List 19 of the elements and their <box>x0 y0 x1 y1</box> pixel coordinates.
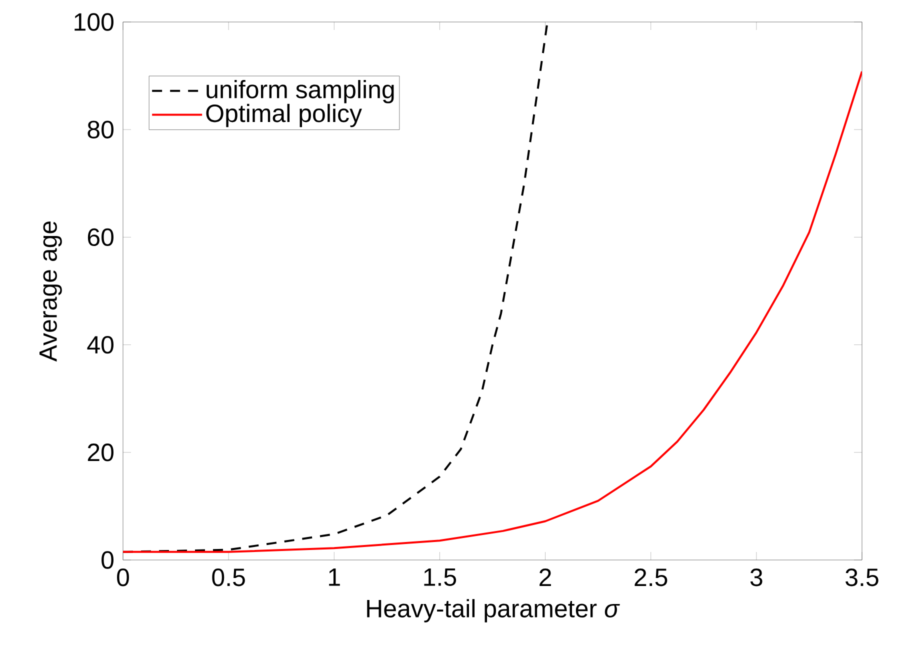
x-tick-label: 2 <box>540 568 551 586</box>
y-tick-label: 100 <box>74 13 114 31</box>
legend-label: uniform sampling <box>206 80 394 104</box>
x-tick-label: 3.5 <box>846 568 878 586</box>
x-tick-label: 2.5 <box>634 568 668 586</box>
y-tick-label: 60 <box>88 228 114 246</box>
legend-label: Optimal policy <box>206 104 362 128</box>
x-tick-label: 1 <box>329 568 340 586</box>
y-tick-label: 40 <box>87 336 114 354</box>
x-tick-label: 1.5 <box>424 568 456 586</box>
x-tick-label: 3 <box>750 568 762 586</box>
x-axis-title: Heavy-tail parameter σ <box>367 599 620 622</box>
x-tick-label: 0 <box>117 568 129 586</box>
line-series <box>123 70 862 553</box>
x-tick-label: 0.5 <box>212 568 245 586</box>
y-tick-label: 20 <box>88 444 114 462</box>
y-tick-label: 80 <box>88 120 114 138</box>
y-tick-label: 0 <box>102 551 114 569</box>
y-axis-title: Average age <box>40 221 62 362</box>
